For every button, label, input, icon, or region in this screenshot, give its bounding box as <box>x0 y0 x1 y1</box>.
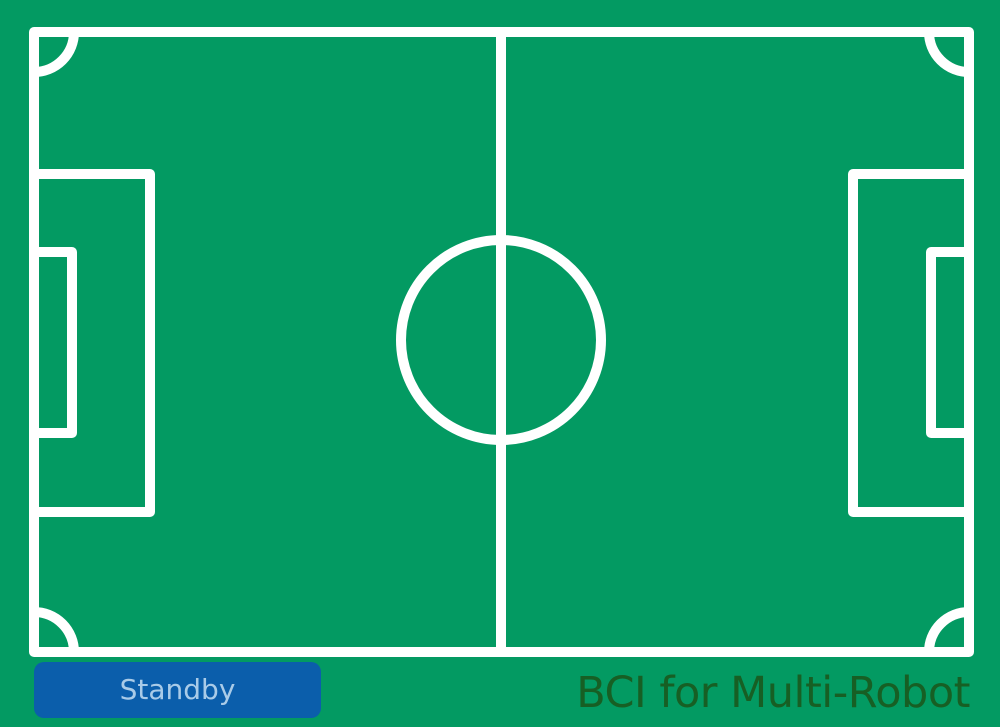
right-goal-area <box>926 247 974 438</box>
corner-arc-bottom-right <box>924 607 974 657</box>
app-title: BCI for Multi-Robot <box>576 668 970 718</box>
left-goal-area <box>29 247 77 438</box>
corner-arc-top-left <box>29 27 79 77</box>
left-penalty-area <box>29 169 155 517</box>
center-circle <box>396 235 606 445</box>
corner-arc-bottom-left <box>29 607 79 657</box>
right-penalty-area <box>848 169 974 517</box>
standby-button[interactable]: Standby <box>34 662 321 718</box>
corner-arc-top-right <box>924 27 974 77</box>
